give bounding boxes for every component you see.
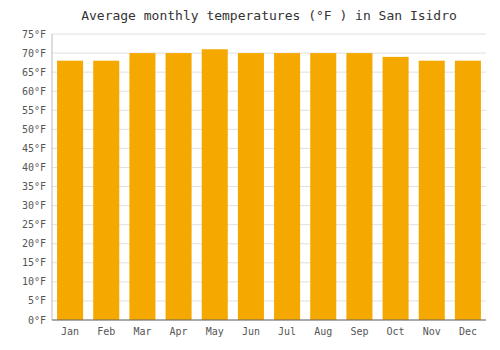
y-axis: 0°F 5°F 10°F 15°F 20°F 25°F 30°F 35°F 40°F 45°F 50… xyxy=(22,29,52,326)
bar xyxy=(202,49,228,320)
y-tick-label: 35°F xyxy=(22,181,46,192)
y-tick-label: 10°F xyxy=(22,276,46,287)
bar xyxy=(383,57,409,320)
y-tick-label: 30°F xyxy=(22,200,46,211)
y-tick-label: 25°F xyxy=(22,219,46,230)
bar xyxy=(129,53,155,320)
y-axis-line xyxy=(52,34,53,320)
x-tick-label: Dec xyxy=(459,326,477,337)
x-tick-label: Jul xyxy=(278,326,296,337)
y-tick-label: 45°F xyxy=(22,143,46,154)
y-tick-label: 40°F xyxy=(22,162,46,173)
x-tick-label: Jun xyxy=(242,326,260,337)
bar xyxy=(238,53,264,320)
y-tick-label: 50°F xyxy=(22,124,46,135)
x-tick-label: May xyxy=(206,326,224,337)
x-axis: Jan Feb Mar Apr May Jun Jul Aug Sep Oct Nov Dec xyxy=(52,320,486,337)
x-tick-label: Mar xyxy=(133,326,151,337)
grid-line xyxy=(52,34,486,35)
grid xyxy=(52,34,486,320)
bar xyxy=(419,61,445,320)
x-tick-label: Nov xyxy=(423,326,441,337)
grid-line xyxy=(52,320,486,321)
x-tick-label: Feb xyxy=(97,326,115,337)
bar xyxy=(93,61,119,320)
y-tick-label: 20°F xyxy=(22,238,46,249)
bar xyxy=(57,61,83,320)
bar xyxy=(166,53,192,320)
y-tick-label: 5°F xyxy=(28,295,46,306)
chart-svg: Average monthly temperatures (°F ) in Sa… xyxy=(0,0,500,350)
bar xyxy=(346,53,372,320)
x-tick-label: Aug xyxy=(314,326,332,337)
title: Average monthly temperatures (°F ) in Sa… xyxy=(81,8,457,23)
y-tick-label: 60°F xyxy=(22,86,46,97)
y-tick-label: 0°F xyxy=(28,315,46,326)
x-axis-line xyxy=(52,320,486,321)
x-tick-label: Apr xyxy=(170,326,188,337)
y-tick-label: 70°F xyxy=(22,48,46,59)
page: {"chart_data": {"type": "bar", "title": … xyxy=(0,0,500,350)
y-tick-label: 75°F xyxy=(22,29,46,40)
grid-line xyxy=(52,53,486,54)
y-tick-label: 65°F xyxy=(22,67,46,78)
x-tick-label: Jan xyxy=(61,326,79,337)
y-tick-label: 15°F xyxy=(22,257,46,268)
bar xyxy=(310,53,336,320)
bar xyxy=(274,53,300,320)
x-tick-label: Oct xyxy=(387,326,405,337)
x-tick-label: Sep xyxy=(350,326,368,337)
y-tick-label: 55°F xyxy=(22,105,46,116)
bars xyxy=(57,49,481,320)
bar xyxy=(455,61,481,320)
chart-container: Average monthly temperatures (°F ) in Sa… xyxy=(0,0,500,350)
